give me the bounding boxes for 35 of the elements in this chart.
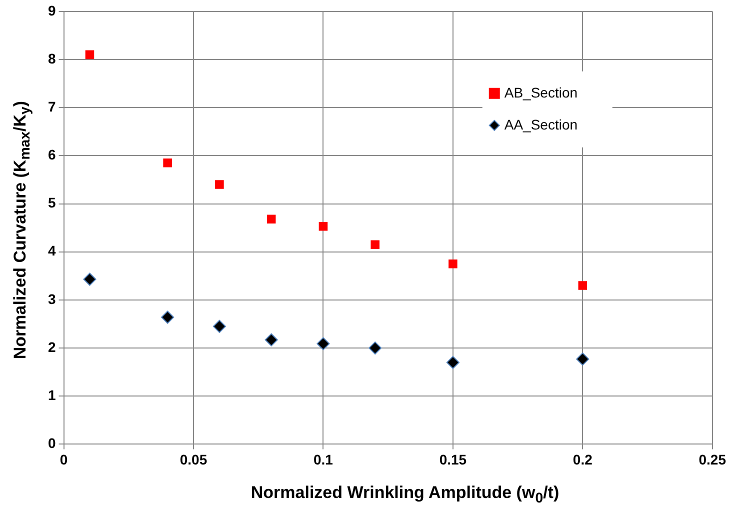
y-tick-label: 8 (48, 50, 56, 66)
y-tick-label: 4 (48, 242, 56, 259)
point (446, 356, 460, 369)
x-tick-label: 0.1 (313, 451, 334, 468)
y-tick-label: 1 (48, 386, 56, 403)
point (316, 337, 330, 350)
point (266, 214, 276, 224)
x-tick-label: 0.15 (439, 451, 467, 468)
point (163, 158, 172, 168)
y-tick-label: 9 (48, 2, 56, 18)
legend-label: AB_Section (504, 84, 578, 100)
point (264, 333, 278, 346)
y-tick-label: 5 (48, 194, 56, 211)
point (212, 320, 226, 333)
point (576, 352, 590, 366)
y-tick-label: 7 (48, 98, 56, 114)
x-tick-label: 0 (60, 451, 68, 468)
y-tick-label: 0 (48, 435, 56, 452)
point (161, 310, 174, 324)
point (368, 342, 382, 355)
x-axis-title: Normalized Wrinkling Amplitude (w$_{0}$/t) (250, 483, 560, 506)
y-tick-label: 2 (48, 338, 56, 355)
point (215, 180, 224, 189)
point (370, 240, 380, 250)
point (448, 259, 458, 268)
x-tick-label: 0.2 (572, 451, 593, 468)
x-tick-label: 0.25 (698, 451, 726, 468)
point (85, 50, 94, 60)
y-tick-label: 6 (48, 146, 56, 163)
point (83, 272, 96, 286)
x-tick-label: 0.05 (180, 451, 208, 468)
point (578, 281, 588, 290)
legend-label: AA_Section (504, 116, 578, 132)
y-tick-label: 3 (48, 290, 56, 307)
point (318, 222, 328, 231)
